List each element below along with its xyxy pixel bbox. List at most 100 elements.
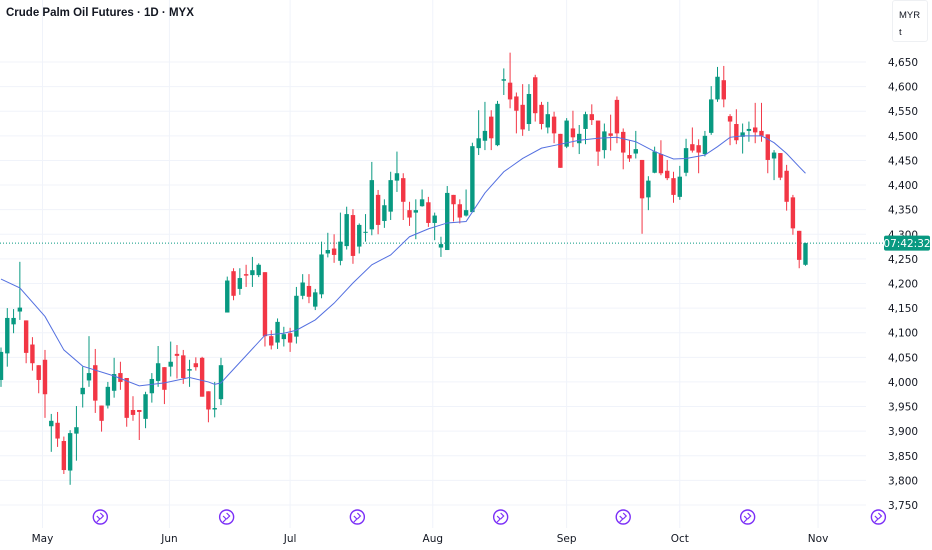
candle[interactable]	[306, 274, 312, 304]
candle[interactable]	[520, 84, 525, 136]
candle[interactable]	[313, 288, 318, 311]
candle[interactable]	[734, 109, 739, 145]
candle[interactable]	[55, 411, 60, 447]
candle[interactable]	[721, 65, 726, 108]
candle[interactable]	[445, 186, 450, 251]
candle[interactable]	[42, 349, 48, 418]
candle[interactable]	[677, 165, 682, 200]
candle[interactable]	[765, 134, 770, 174]
candle[interactable]	[639, 159, 645, 234]
candle[interactable]	[489, 110, 494, 151]
currency-unit-box[interactable]: MYR t	[892, 0, 928, 42]
candle[interactable]	[608, 114, 613, 151]
candle[interactable]	[212, 381, 217, 418]
candle[interactable]	[206, 391, 211, 423]
candle[interactable]	[344, 206, 349, 250]
candle[interactable]	[426, 196, 431, 227]
candle[interactable]	[363, 214, 368, 242]
candle[interactable]	[0, 347, 4, 387]
candle[interactable]	[476, 110, 481, 156]
candle[interactable]	[595, 120, 601, 166]
candle[interactable]	[80, 366, 85, 408]
candle[interactable]	[551, 111, 557, 144]
candle[interactable]	[759, 102, 764, 142]
candle[interactable]	[243, 264, 249, 287]
candle[interactable]	[501, 68, 506, 95]
candle[interactable]	[61, 436, 67, 474]
candle[interactable]	[778, 153, 783, 181]
candle[interactable]	[256, 263, 261, 278]
candle[interactable]	[514, 92, 519, 134]
candle[interactable]	[369, 161, 375, 236]
candle[interactable]	[627, 140, 632, 162]
candle[interactable]	[262, 272, 268, 347]
candle[interactable]	[394, 151, 400, 192]
candle[interactable]	[294, 286, 299, 344]
candle[interactable]	[137, 409, 142, 441]
candle[interactable]	[111, 357, 117, 398]
candle[interactable]	[665, 159, 670, 181]
candle[interactable]	[683, 138, 689, 177]
candle[interactable]	[784, 164, 789, 211]
candle[interactable]	[407, 201, 412, 226]
event-icon[interactable]	[492, 509, 509, 525]
candle[interactable]	[539, 101, 544, 130]
candle[interactable]	[545, 101, 550, 134]
candle[interactable]	[143, 391, 148, 429]
candle[interactable]	[225, 276, 230, 313]
candle[interactable]	[558, 133, 563, 168]
candle[interactable]	[124, 377, 129, 427]
candle[interactable]	[482, 101, 488, 151]
event-icon[interactable]	[739, 509, 756, 525]
candle[interactable]	[269, 330, 274, 350]
candle[interactable]	[495, 100, 500, 147]
candle[interactable]	[382, 199, 387, 228]
candle[interactable]	[602, 123, 607, 159]
candle[interactable]	[583, 111, 588, 145]
candle[interactable]	[526, 84, 532, 131]
candle[interactable]	[451, 194, 456, 222]
candle[interactable]	[174, 345, 180, 379]
candle[interactable]	[30, 337, 35, 371]
candle[interactable]	[181, 349, 186, 384]
candle[interactable]	[463, 189, 469, 217]
candle[interactable]	[614, 96, 620, 144]
candle[interactable]	[740, 123, 745, 154]
candle[interactable]	[709, 86, 714, 135]
candle[interactable]	[419, 189, 425, 207]
candle[interactable]	[375, 189, 381, 235]
candle[interactable]	[457, 199, 463, 224]
candle[interactable]	[589, 104, 594, 126]
candle[interactable]	[250, 256, 255, 287]
candle[interactable]	[67, 430, 73, 485]
candle[interactable]	[155, 345, 161, 387]
event-icon[interactable]	[615, 509, 631, 525]
candle[interactable]	[796, 230, 802, 269]
candle[interactable]	[36, 365, 41, 394]
candle[interactable]	[401, 173, 406, 220]
candle[interactable]	[470, 142, 475, 213]
event-icon[interactable]	[218, 509, 235, 525]
candle[interactable]	[168, 341, 173, 377]
candle[interactable]	[646, 176, 651, 211]
candle[interactable]	[771, 150, 777, 181]
candle[interactable]	[99, 405, 104, 432]
candle[interactable]	[533, 74, 538, 122]
candle[interactable]	[130, 396, 136, 421]
candle[interactable]	[790, 194, 796, 235]
candle[interactable]	[350, 209, 356, 264]
candle[interactable]	[11, 309, 16, 334]
candle[interactable]	[671, 171, 676, 203]
candle[interactable]	[690, 127, 695, 153]
candle[interactable]	[338, 212, 343, 266]
candle[interactable]	[727, 114, 733, 146]
candle[interactable]	[17, 261, 23, 320]
candle[interactable]	[237, 268, 243, 295]
candle[interactable]	[413, 199, 419, 240]
candle[interactable]	[74, 406, 79, 461]
candle[interactable]	[325, 232, 331, 258]
candle[interactable]	[118, 361, 123, 390]
candle[interactable]	[357, 223, 362, 254]
candle[interactable]	[319, 241, 324, 299]
candle[interactable]	[702, 130, 708, 157]
